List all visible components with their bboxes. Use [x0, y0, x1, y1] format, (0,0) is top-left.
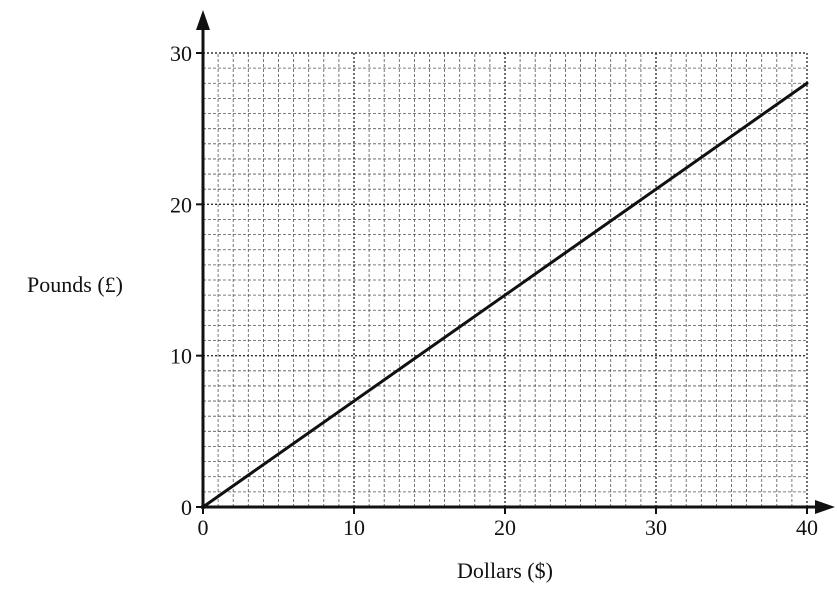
x-tick-label: 0: [198, 515, 209, 540]
y-tick-label: 0: [181, 495, 192, 520]
x-axis-title: Dollars ($): [457, 558, 553, 583]
y-tick-label: 10: [170, 344, 192, 369]
y-axis-title: Pounds (£): [27, 272, 123, 297]
series-line: [201, 81, 809, 509]
series-layer: [201, 81, 809, 509]
tick-labels: 0 10 20 30 40 0 10 20 30: [170, 41, 818, 540]
axes: [196, 10, 835, 514]
x-tick-label: 30: [645, 515, 667, 540]
y-tick-label: 20: [170, 192, 192, 217]
grid: [203, 52, 808, 507]
y-axis-arrow: [196, 10, 210, 30]
x-tick-label: 10: [343, 515, 365, 540]
y-tick-label: 30: [170, 41, 192, 66]
x-tick-label: 40: [796, 515, 818, 540]
x-tick-label: 20: [494, 515, 516, 540]
x-axis-arrow: [815, 500, 835, 514]
